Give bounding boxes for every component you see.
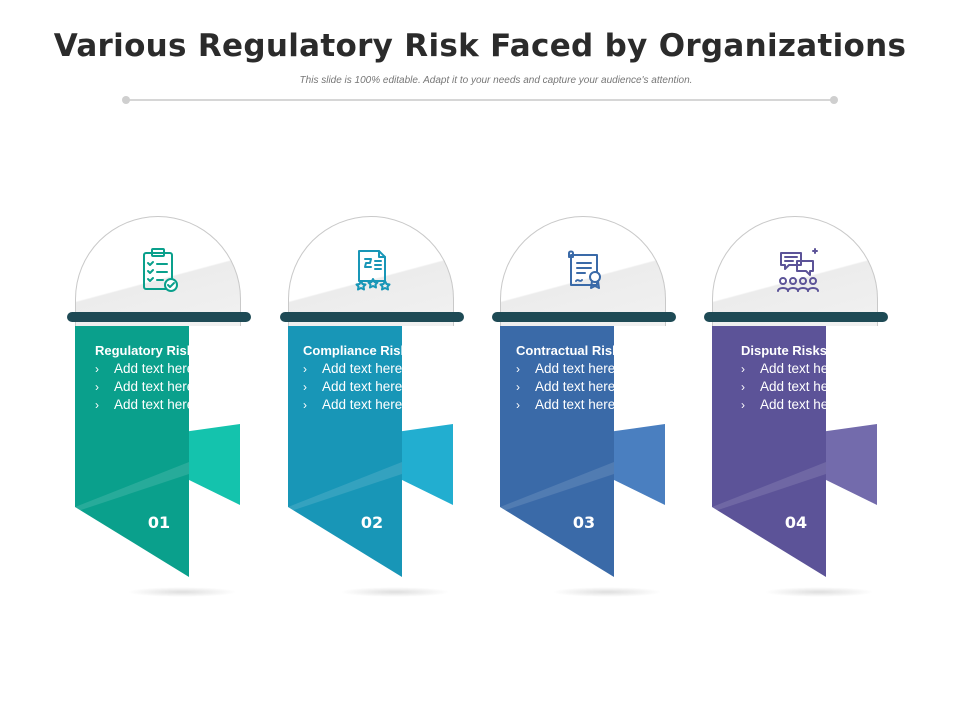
list-item: › Add text here (303, 397, 403, 412)
card-text: Regulatory Risks › Add text here › Add tex… (95, 343, 245, 414)
clipboard-checklist-icon (143, 248, 178, 292)
divider-dot-left (122, 96, 130, 104)
bullet-chevron-icon: › (303, 398, 307, 412)
risk-card-compliance: Compliance Risks › Add text here › Add tex… (280, 212, 464, 607)
certificate-scroll-icon (568, 250, 601, 289)
document-stars-icon (355, 250, 391, 291)
bullet-chevron-icon: › (95, 362, 99, 376)
list-item: › Add text here (741, 361, 841, 376)
risk-card-regulatory: Regulatory Risks › Add text here › Add tex… (67, 212, 251, 607)
people-chat-icon (777, 248, 819, 292)
card-title: Regulatory Risks (95, 343, 202, 358)
list-item: › Add text here (516, 361, 616, 376)
bullet-chevron-icon: › (95, 398, 99, 412)
card-number: 03 (572, 513, 596, 532)
ribbon-top-bar (67, 312, 251, 322)
card-text: Compliance Risks › Add text here › Add tex… (303, 343, 453, 414)
list-item: › Add text here (741, 379, 841, 394)
list-item: › Add text here (741, 397, 841, 412)
ribbon-top-bar (280, 312, 464, 322)
ribbon-shape (500, 320, 665, 577)
card-text: Dispute Risks › Add text here › Add text h… (741, 343, 891, 414)
card-number: 04 (784, 513, 808, 532)
list-item: › Add text here (95, 397, 195, 412)
bullet-chevron-icon: › (741, 380, 745, 394)
ribbon-shape (288, 320, 453, 577)
card-title: Dispute Risks (741, 343, 827, 358)
bullet-chevron-icon: › (303, 380, 307, 394)
bullet-chevron-icon: › (95, 380, 99, 394)
card-title: Compliance Risks (303, 343, 415, 358)
card-shadow (764, 587, 874, 597)
divider-dot-right (830, 96, 838, 104)
bullet-chevron-icon: › (741, 398, 745, 412)
list-item: › Add text here (95, 361, 195, 376)
bullet-chevron-icon: › (741, 362, 745, 376)
card-text: Contractual Risks › Add text here › Add te… (516, 343, 666, 414)
divider-line (126, 99, 834, 101)
bullet-chevron-icon: › (516, 398, 520, 412)
ribbon-top-bar (492, 312, 676, 322)
card-number: 02 (360, 513, 384, 532)
bullet-chevron-icon: › (303, 362, 307, 376)
list-item: › Add text here (303, 361, 403, 376)
list-item: › Add text here (516, 397, 616, 412)
card-shadow (552, 587, 662, 597)
risk-card-dispute: Dispute Risks › Add text here › Add text h… (704, 212, 888, 607)
list-item: › Add text here (95, 379, 195, 394)
ribbon-top-bar (704, 312, 888, 322)
ribbon-shape (712, 320, 877, 577)
risk-card-contractual: Contractual Risks › Add text here › Add te… (492, 212, 676, 607)
slide-subtitle: This slide is 100% editable. Adapt it to… (299, 75, 693, 86)
bullet-chevron-icon: › (516, 380, 520, 394)
card-shadow (127, 587, 237, 597)
ribbon-shape (75, 320, 240, 577)
list-item: › Add text here (303, 379, 403, 394)
card-title: Contractual Risks (516, 343, 627, 358)
card-number: 01 (147, 513, 171, 532)
card-shadow (340, 587, 450, 597)
slide-title: Various Regulatory Risk Faced by Organiz… (53, 28, 907, 64)
bullet-chevron-icon: › (516, 362, 520, 376)
list-item: › Add text here (516, 379, 616, 394)
